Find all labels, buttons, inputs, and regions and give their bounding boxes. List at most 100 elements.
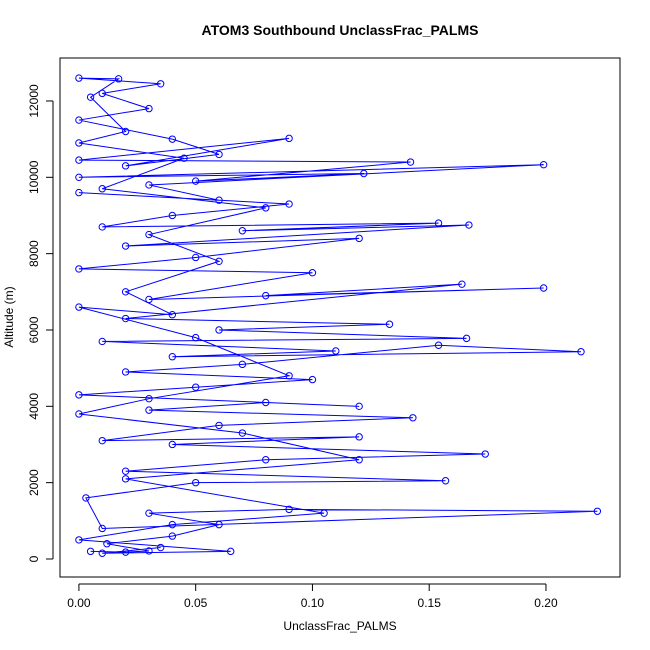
data-point <box>191 383 200 391</box>
data-point <box>409 414 417 422</box>
data-line <box>78 77 598 554</box>
data-point <box>308 269 317 277</box>
y-tick-label: 4000 <box>27 393 41 420</box>
data-point <box>75 74 83 82</box>
data-point <box>98 524 106 533</box>
data-point <box>238 227 247 235</box>
data-point <box>145 181 153 189</box>
data-point <box>262 204 270 212</box>
data-point <box>98 436 106 445</box>
data-point <box>75 536 83 544</box>
data-point <box>168 311 177 319</box>
data-point <box>406 158 415 166</box>
data-point <box>121 242 130 250</box>
data-point <box>360 169 368 178</box>
data-point <box>98 549 106 557</box>
data-point <box>145 104 153 113</box>
data-point <box>539 161 548 169</box>
data-point <box>458 280 466 288</box>
data-point <box>577 348 585 356</box>
data-point <box>98 89 106 98</box>
data-point <box>121 314 130 323</box>
data-point <box>98 185 106 193</box>
data-point <box>332 347 340 355</box>
data-point <box>180 154 188 162</box>
data-point <box>462 334 471 343</box>
data-point <box>539 284 548 292</box>
x-tick-label: 0.00 <box>67 596 91 610</box>
data-point <box>215 326 223 334</box>
data-point <box>156 543 165 552</box>
y-tick-label: 8000 <box>27 240 41 267</box>
data-point <box>145 509 153 517</box>
data-point <box>75 265 83 273</box>
x-tick-label: 0.15 <box>418 596 442 610</box>
data-point <box>191 333 200 342</box>
data-point <box>82 494 90 502</box>
data-point <box>75 139 83 147</box>
data-point <box>215 257 223 265</box>
data-point <box>285 134 293 143</box>
x-tick-label: 0.10 <box>301 596 325 610</box>
data-point <box>75 410 83 418</box>
data-point <box>75 156 83 164</box>
data-point <box>308 375 317 384</box>
data-point <box>320 509 328 517</box>
data-point <box>355 402 363 411</box>
data-point <box>98 223 106 231</box>
data-point <box>75 116 83 124</box>
data-point <box>285 505 293 514</box>
data-point <box>227 547 235 556</box>
data-point <box>434 341 443 349</box>
data-point <box>355 456 363 464</box>
data-point <box>121 467 130 475</box>
y-tick-label: 0 <box>27 555 41 562</box>
data-point <box>75 303 83 311</box>
data-point <box>285 200 293 208</box>
data-point <box>121 368 130 376</box>
data-point <box>168 520 177 529</box>
data-point <box>465 221 473 229</box>
data-point <box>75 391 83 399</box>
data-point <box>215 421 223 430</box>
data-point <box>238 360 247 369</box>
data-point <box>191 253 200 262</box>
data-point <box>215 150 223 159</box>
data-point <box>168 211 177 220</box>
data-point <box>385 320 394 328</box>
data-point <box>121 548 130 556</box>
data-point <box>121 127 130 136</box>
data-point <box>441 477 450 485</box>
data-point <box>103 540 111 548</box>
data-point <box>262 291 270 300</box>
data-point <box>86 547 95 556</box>
x-tick-label: 0.20 <box>534 596 558 610</box>
data-point <box>285 372 293 380</box>
data-point <box>593 507 602 515</box>
data-point <box>168 440 177 449</box>
y-tick-label: 6000 <box>27 316 41 343</box>
data-point <box>75 188 83 197</box>
data-point <box>114 75 123 83</box>
data-point <box>75 173 83 182</box>
data-point <box>191 177 200 185</box>
data-point <box>121 288 130 296</box>
data-point <box>262 398 270 407</box>
data-point <box>238 429 247 437</box>
plot-frame <box>59 57 621 578</box>
x-axis-label: UnclassFrac_PALMS <box>283 619 396 633</box>
data-point <box>168 532 177 540</box>
data-point <box>145 406 153 414</box>
y-tick-label: 12000 <box>27 84 41 118</box>
data-point <box>168 135 177 143</box>
data-point <box>156 80 165 88</box>
data-point <box>215 520 223 529</box>
data-point <box>121 162 130 170</box>
y-axis-label: Altitude (m) <box>2 286 16 347</box>
data-point <box>121 475 130 483</box>
data-point <box>145 394 153 403</box>
chart-title: ATOM3 Southbound UnclassFrac_PALMS <box>202 22 479 38</box>
data-point <box>145 547 153 555</box>
data-point <box>145 230 153 239</box>
